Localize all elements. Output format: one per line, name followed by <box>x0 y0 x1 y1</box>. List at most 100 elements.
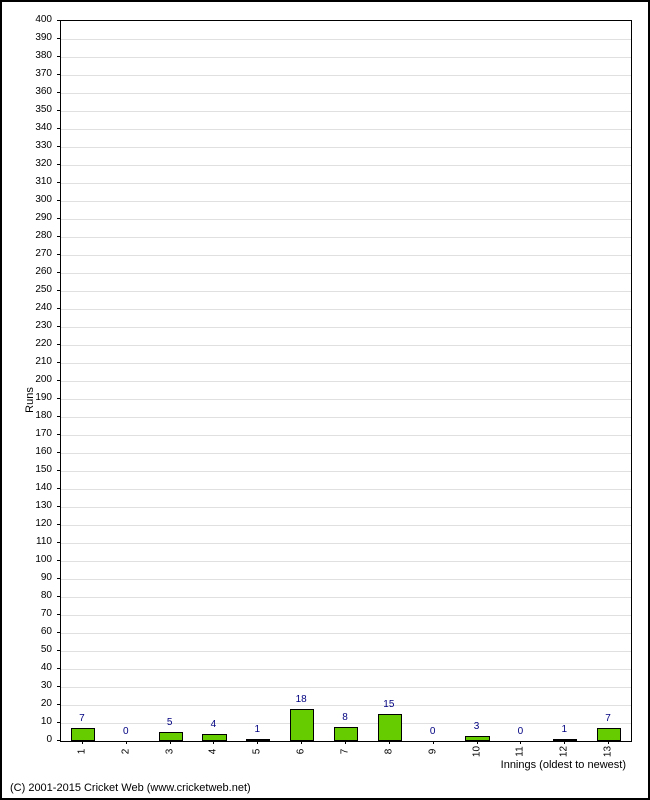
y-tick-mark <box>57 632 60 633</box>
y-tick-mark <box>57 362 60 363</box>
y-tick-label: 20 <box>2 698 52 709</box>
gridline <box>61 75 631 76</box>
y-tick-label: 140 <box>2 482 52 493</box>
y-tick-mark <box>57 722 60 723</box>
y-tick-mark <box>57 308 60 309</box>
gridline <box>61 363 631 364</box>
x-tick-label: 2 <box>120 742 131 762</box>
y-tick-mark <box>57 380 60 381</box>
x-tick-mark <box>82 741 83 744</box>
chart-bar <box>378 714 402 741</box>
gridline <box>61 507 631 508</box>
y-tick-label: 350 <box>2 104 52 115</box>
y-tick-label: 150 <box>2 464 52 475</box>
x-tick-mark <box>389 741 390 744</box>
gridline <box>61 687 631 688</box>
y-tick-label: 60 <box>2 626 52 637</box>
x-tick-mark <box>564 741 565 744</box>
gridline <box>61 309 631 310</box>
bar-value-label: 4 <box>193 719 233 730</box>
y-tick-label: 90 <box>2 572 52 583</box>
y-tick-mark <box>57 146 60 147</box>
y-tick-label: 100 <box>2 554 52 565</box>
x-tick-label: 10 <box>471 742 482 762</box>
y-tick-label: 240 <box>2 302 52 313</box>
bar-value-label: 3 <box>457 721 497 732</box>
gridline <box>61 615 631 616</box>
x-tick-mark <box>477 741 478 744</box>
y-tick-label: 270 <box>2 248 52 259</box>
y-tick-mark <box>57 200 60 201</box>
x-tick-mark <box>520 741 521 744</box>
x-tick-label: 1 <box>76 742 87 762</box>
gridline <box>61 345 631 346</box>
y-tick-mark <box>57 20 60 21</box>
chart-bar <box>597 728 621 741</box>
chart-frame: Runs Innings (oldest to newest) (C) 2001… <box>0 0 650 800</box>
y-tick-mark <box>57 578 60 579</box>
y-tick-label: 130 <box>2 500 52 511</box>
gridline <box>61 255 631 256</box>
x-tick-label: 9 <box>427 742 438 762</box>
x-tick-label: 5 <box>252 742 263 762</box>
y-tick-mark <box>57 740 60 741</box>
y-tick-label: 300 <box>2 194 52 205</box>
y-tick-label: 210 <box>2 356 52 367</box>
bar-value-label: 1 <box>237 724 277 735</box>
y-tick-label: 110 <box>2 536 52 547</box>
x-tick-label: 11 <box>515 742 526 762</box>
chart-bar <box>334 727 358 741</box>
y-tick-label: 10 <box>2 716 52 727</box>
y-tick-mark <box>57 164 60 165</box>
y-tick-label: 160 <box>2 446 52 457</box>
gridline <box>61 417 631 418</box>
x-tick-mark <box>608 741 609 744</box>
x-tick-label: 13 <box>603 742 614 762</box>
gridline <box>61 93 631 94</box>
y-tick-mark <box>57 506 60 507</box>
x-tick-mark <box>170 741 171 744</box>
y-tick-label: 50 <box>2 644 52 655</box>
y-tick-label: 400 <box>2 14 52 25</box>
bar-value-label: 18 <box>281 694 321 705</box>
y-tick-mark <box>57 686 60 687</box>
gridline <box>61 39 631 40</box>
x-tick-mark <box>301 741 302 744</box>
y-tick-label: 340 <box>2 122 52 133</box>
y-tick-label: 180 <box>2 410 52 421</box>
x-tick-label: 7 <box>340 742 351 762</box>
bar-value-label: 0 <box>500 726 540 737</box>
gridline <box>61 57 631 58</box>
x-tick-label: 4 <box>208 742 219 762</box>
y-tick-label: 40 <box>2 662 52 673</box>
x-tick-mark <box>433 741 434 744</box>
y-tick-mark <box>57 398 60 399</box>
gridline <box>61 129 631 130</box>
x-tick-mark <box>213 741 214 744</box>
x-tick-mark <box>257 741 258 744</box>
y-tick-mark <box>57 74 60 75</box>
gridline <box>61 489 631 490</box>
bar-value-label: 8 <box>325 712 365 723</box>
gridline <box>61 705 631 706</box>
y-tick-mark <box>57 344 60 345</box>
gridline <box>61 165 631 166</box>
gridline <box>61 147 631 148</box>
y-tick-mark <box>57 434 60 435</box>
bar-value-label: 0 <box>413 726 453 737</box>
bar-value-label: 5 <box>150 717 190 728</box>
gridline <box>61 435 631 436</box>
gridline <box>61 669 631 670</box>
y-tick-mark <box>57 218 60 219</box>
gridline <box>61 453 631 454</box>
y-tick-label: 120 <box>2 518 52 529</box>
y-tick-label: 230 <box>2 320 52 331</box>
y-tick-mark <box>57 560 60 561</box>
chart-bar <box>159 732 183 741</box>
y-tick-label: 170 <box>2 428 52 439</box>
chart-bar <box>202 734 226 741</box>
y-tick-mark <box>57 56 60 57</box>
gridline <box>61 399 631 400</box>
gridline <box>61 273 631 274</box>
gridline <box>61 201 631 202</box>
